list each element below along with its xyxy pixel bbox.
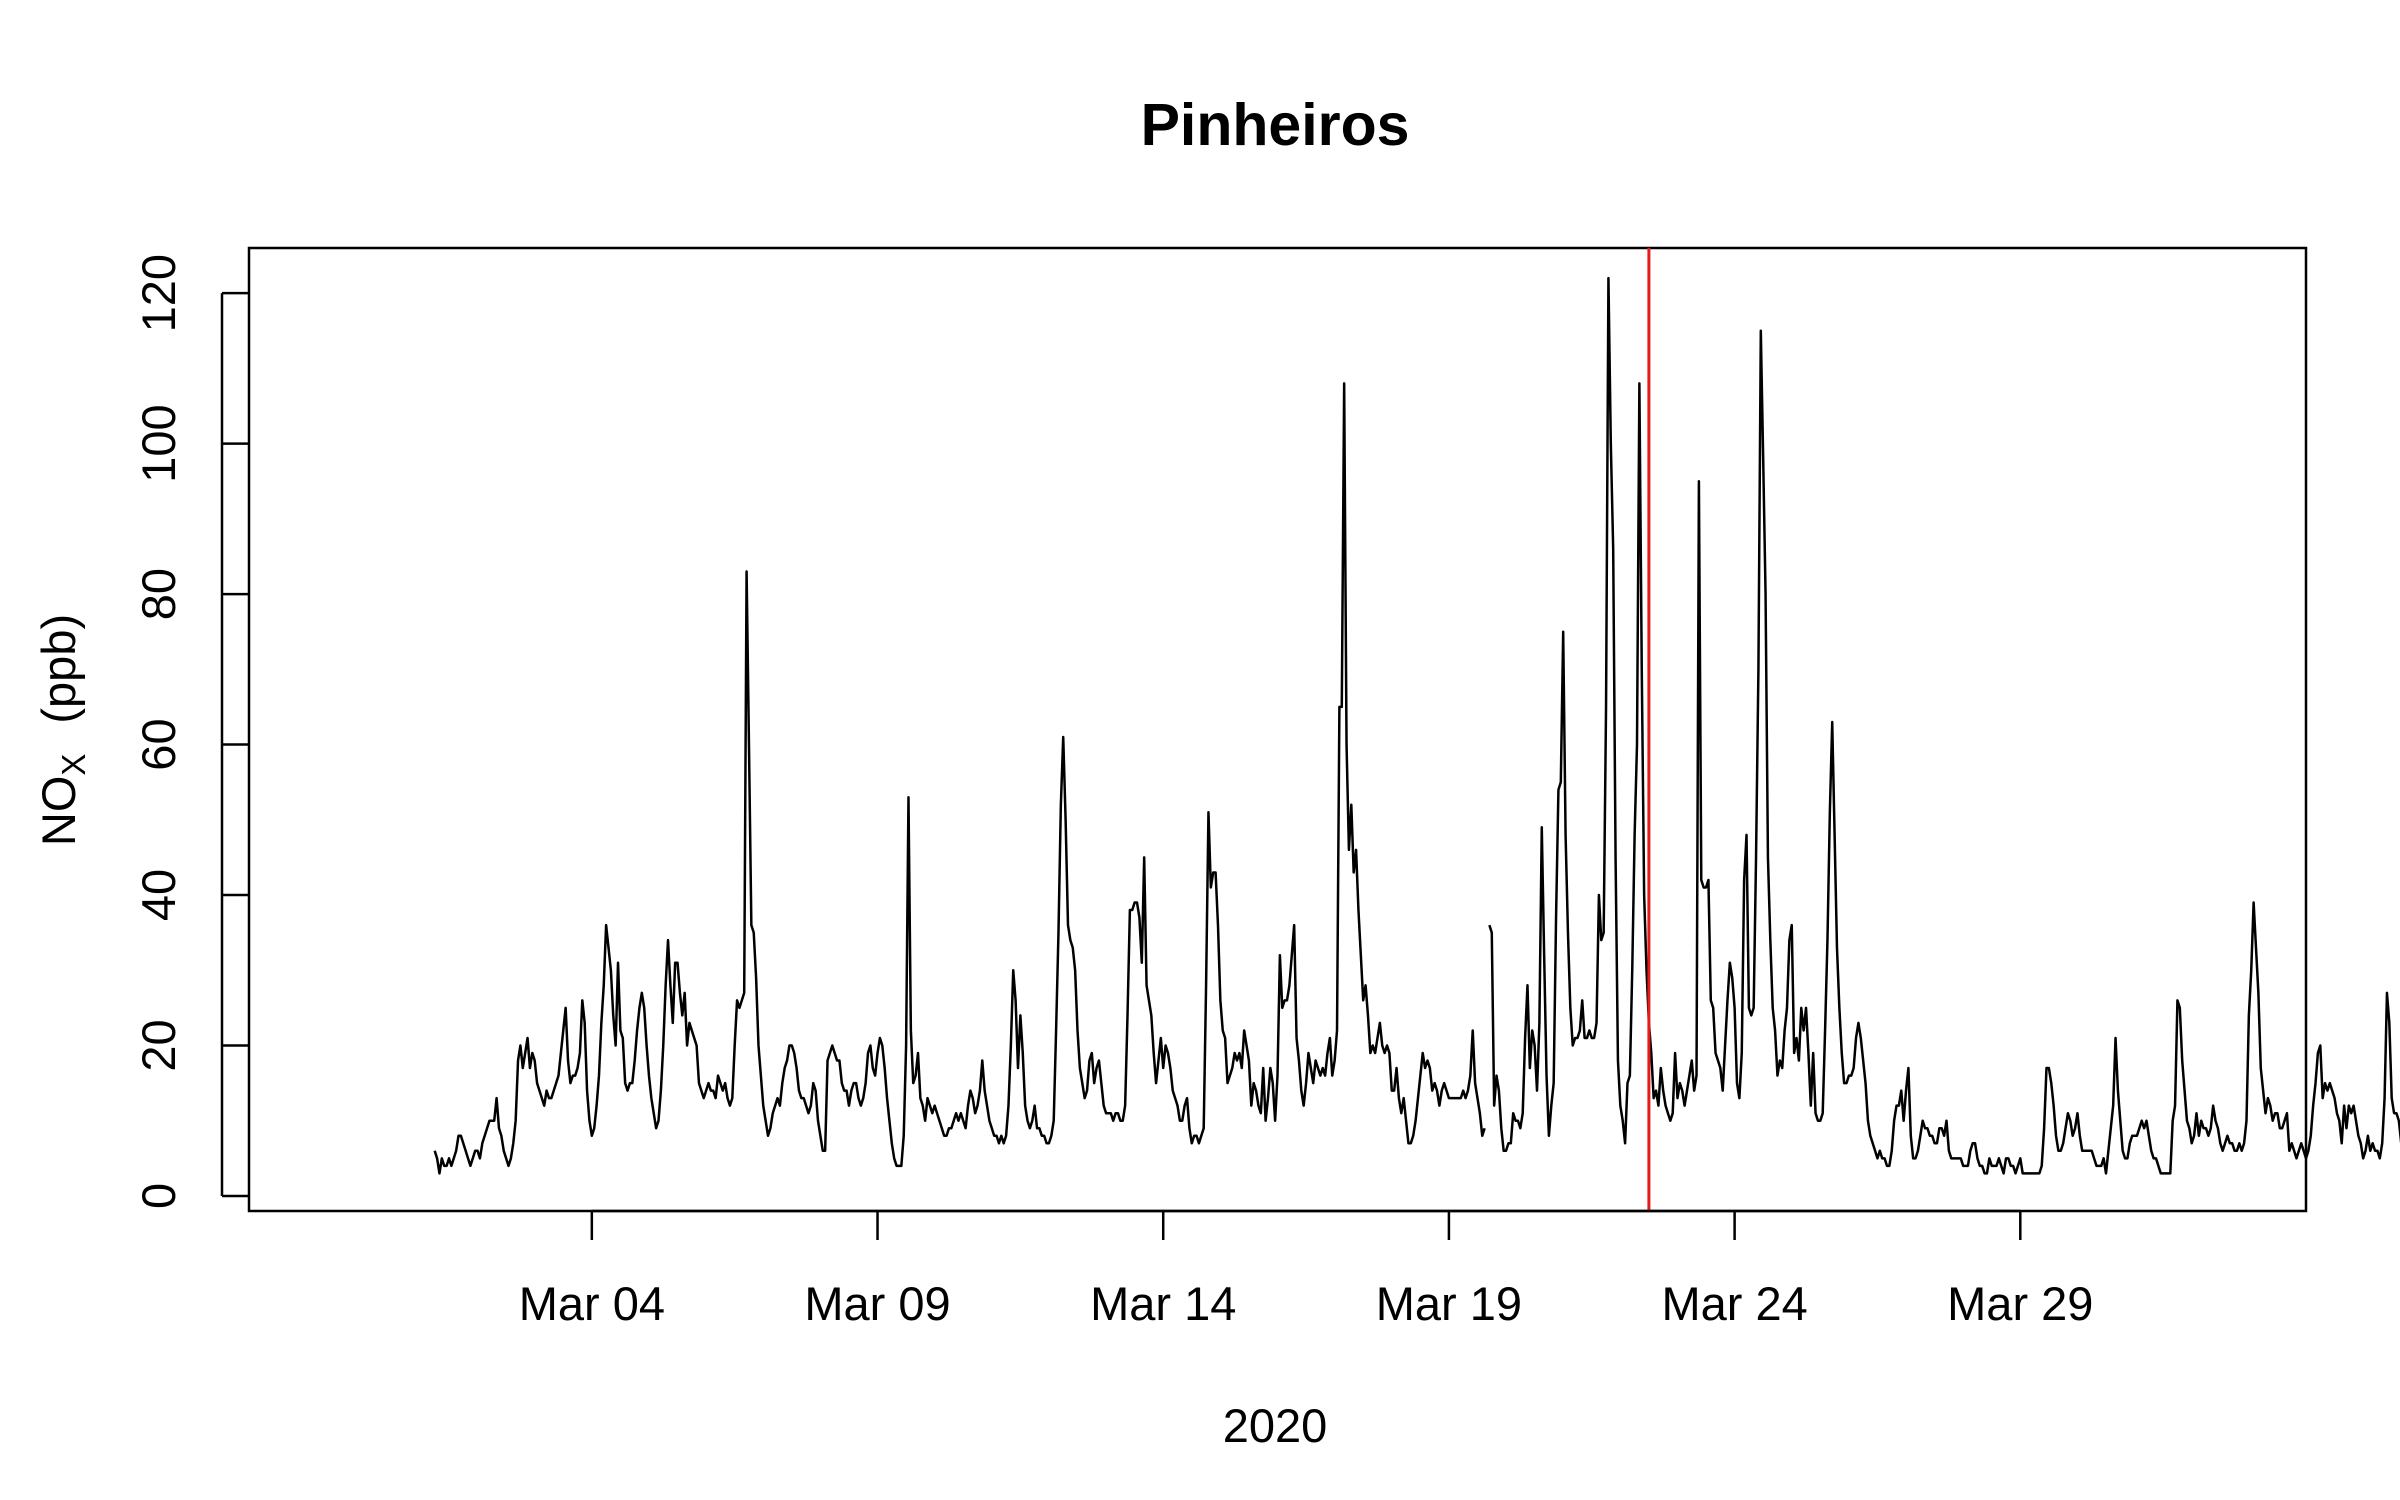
y-axis-label-unit: (ppb) bbox=[32, 614, 85, 724]
series-line bbox=[433, 276, 2400, 1175]
x-tick-label: Mar 29 bbox=[1947, 1277, 2093, 1330]
x-axis-label: 2020 bbox=[1223, 1399, 1328, 1452]
y-axis-label-subscript: X bbox=[55, 754, 92, 776]
x-tick-label: Mar 09 bbox=[804, 1277, 950, 1330]
x-tick-label: Mar 24 bbox=[1661, 1277, 1807, 1330]
x-tick-label: Mar 04 bbox=[519, 1277, 665, 1330]
y-tick-label: 40 bbox=[132, 869, 185, 921]
y-tick-label: 0 bbox=[132, 1183, 185, 1209]
plot-layer bbox=[433, 248, 2400, 1211]
x-axis: Mar 04 Mar 09 Mar 14 Mar 19 Mar 24 Mar 29 bbox=[519, 1209, 2093, 1330]
x-tick-label: Mar 14 bbox=[1090, 1277, 1236, 1330]
y-tick-label: 20 bbox=[132, 1019, 185, 1071]
y-tick-label: 100 bbox=[132, 404, 185, 482]
x-tick-label: Mar 19 bbox=[1376, 1277, 1522, 1330]
y-axis-label: NOX (ppb) bbox=[32, 614, 92, 846]
y-tick-label: 120 bbox=[132, 254, 185, 332]
y-axis-label-main: NO bbox=[32, 776, 85, 847]
y-axis: 0 20 40 60 80 100 120 bbox=[132, 254, 249, 1209]
y-tick-label: 60 bbox=[132, 718, 185, 770]
chart-title: Pinheiros bbox=[1141, 92, 1410, 158]
y-tick-label: 80 bbox=[132, 568, 185, 620]
